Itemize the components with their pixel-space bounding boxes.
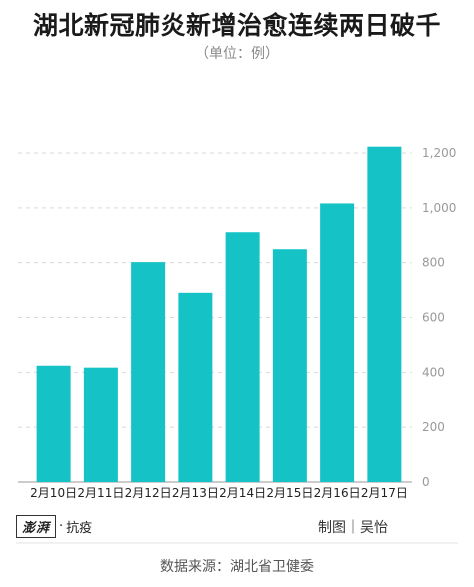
y-tick-label: 200 [422,420,445,434]
bar [272,249,307,482]
y-tick-label: 1,200 [422,146,456,160]
bars [36,146,402,483]
x-tick-label: 2月15日 [266,486,313,500]
y-tick-labels: 0 200 400 600 800 1,000 1,200 [422,146,456,489]
x-tick-labels: 2月10日 2月11日 2月12日 2月13日 2月14日 2月15日 2月16日 2月17日 [30,486,408,500]
unit-note: （单位：例） [195,46,279,62]
brand-logo: 澎湃 · 抗疫 [16,515,92,538]
x-tick-label: 2月11日 [77,486,124,500]
x-tick-label: 2月10日 [30,486,77,500]
y-tick-label: 800 [422,256,445,270]
bar [36,365,71,482]
bar [320,203,355,483]
y-tick-label: 400 [422,365,445,379]
x-tick-label: 2月13日 [172,486,219,500]
logo-mark: 澎湃 [16,515,57,538]
bar [367,146,402,483]
data-source: 数据来源：湖北省卫健委 [160,559,314,575]
x-tick-label: 2月17日 [361,486,408,500]
chart-title: 湖北新冠肺炎新增治愈连续两日破千 [32,11,441,40]
logo-sub: 抗疫 [66,521,93,536]
bar [178,292,213,482]
logo-dot: · [59,519,64,534]
y-tick-label: 0 [422,475,430,489]
bar [225,232,260,482]
x-tick-label: 2月16日 [314,486,361,500]
bar [83,367,118,482]
chart-credit: 制图｜吴怡 [318,520,388,536]
x-tick-label: 2月14日 [219,486,266,500]
x-tick-label: 2月12日 [125,486,172,500]
y-tick-label: 1,000 [422,201,456,215]
y-tick-label: 600 [422,311,445,325]
bar [131,262,166,482]
